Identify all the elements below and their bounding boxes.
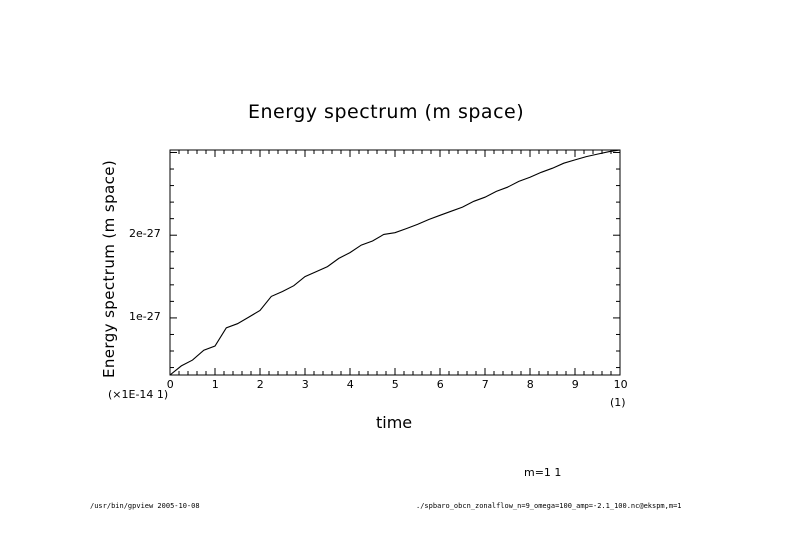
y-tick-label: 2e-27	[129, 227, 161, 241]
x-tick-label: 3	[301, 378, 309, 391]
footer-left-text: /usr/bin/gpview 2005-10-08	[90, 502, 200, 510]
y-tick-label: 1e-27	[129, 309, 161, 323]
x-tick-label: 7	[481, 378, 489, 391]
x-tick-label: 8	[526, 378, 534, 391]
x-tick-label: 9	[571, 378, 579, 391]
footer-right-text: ./spbaro_obcn_zonalflow_n=9_omega=100_am…	[416, 502, 682, 510]
chart-title: Energy spectrum (m space)	[248, 101, 525, 123]
x-axis-ticks	[169, 150, 621, 375]
x-tick-label: 10	[613, 378, 628, 391]
y-scale-note: (×1E-14 1)	[108, 388, 169, 401]
legend-label: m=1 1	[524, 466, 562, 479]
x-tick-label: 6	[436, 378, 444, 391]
plot-frame	[169, 149, 621, 376]
x-scale-note: (1)	[610, 396, 626, 409]
x-tick-label: 2	[256, 378, 264, 391]
x-tick-label: 0	[166, 378, 174, 391]
energy-series-line	[169, 149, 621, 376]
y-axis-ticks	[170, 151, 620, 369]
y-axis-label: Energy spectrum (m space)	[100, 159, 118, 378]
x-tick-label: 5	[391, 378, 399, 391]
x-tick-label: 4	[346, 378, 354, 391]
x-axis-label: time	[376, 413, 413, 432]
x-tick-label: 1	[211, 378, 219, 391]
